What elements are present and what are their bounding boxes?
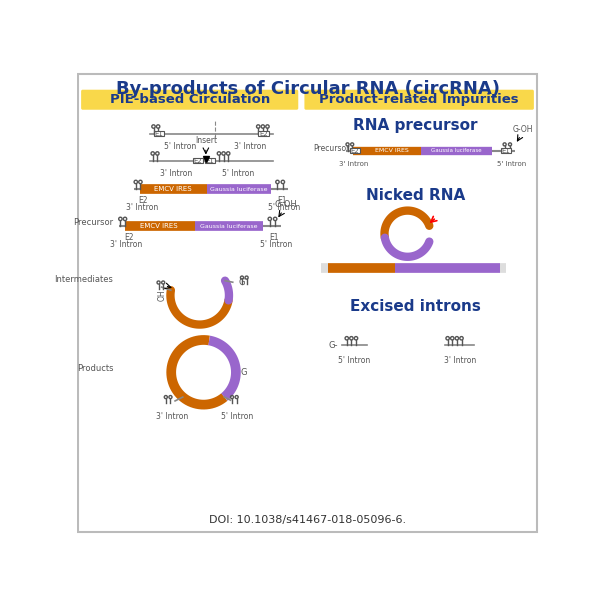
Text: Gaussia luciferase: Gaussia luciferase	[200, 223, 257, 229]
Text: 3' Intron: 3' Intron	[110, 240, 143, 249]
Text: G-OH: G-OH	[513, 125, 533, 134]
Text: G-: G-	[329, 341, 338, 350]
Text: 3' Intron: 3' Intron	[233, 142, 266, 151]
Text: 3' Intron: 3' Intron	[160, 169, 193, 178]
Text: G-OH: G-OH	[275, 200, 298, 209]
Text: E2: E2	[124, 233, 134, 242]
Text: 3' Intron: 3' Intron	[339, 161, 368, 167]
Text: 3' Intron: 3' Intron	[156, 412, 188, 421]
Text: By-products of Circular RNA (circRNA): By-products of Circular RNA (circRNA)	[115, 80, 499, 98]
Text: E1: E1	[269, 233, 279, 242]
Text: Intermediates: Intermediates	[55, 275, 113, 284]
Text: 5' Intron: 5' Intron	[164, 142, 197, 151]
Text: 5' Intron: 5' Intron	[222, 169, 254, 178]
Text: Gaussia luciferase: Gaussia luciferase	[431, 148, 481, 153]
FancyBboxPatch shape	[304, 90, 534, 110]
Text: Products: Products	[77, 364, 113, 373]
Text: Precursor: Precursor	[73, 218, 113, 227]
Text: E1: E1	[502, 148, 511, 154]
Text: Insert: Insert	[195, 136, 217, 145]
Text: 3' Intron: 3' Intron	[126, 203, 158, 212]
Text: Gaussia luciferase: Gaussia luciferase	[210, 187, 268, 191]
Text: DOI: 10.1038/s41467-018-05096-6.: DOI: 10.1038/s41467-018-05096-6.	[209, 515, 406, 525]
Text: Excised introns: Excised introns	[350, 299, 481, 314]
Text: E1: E1	[277, 196, 287, 205]
Text: 3' Intron: 3' Intron	[444, 356, 476, 365]
FancyBboxPatch shape	[78, 74, 537, 532]
Text: E2: E2	[259, 131, 268, 137]
Text: E1: E1	[205, 158, 214, 164]
Text: E1: E1	[154, 131, 163, 137]
Bar	[501, 148, 511, 153]
Text: EMCV IRES: EMCV IRES	[154, 186, 191, 192]
Text: EMCV IRES: EMCV IRES	[375, 148, 409, 153]
Text: 5' Intron: 5' Intron	[221, 412, 253, 421]
Bar	[350, 148, 360, 153]
Text: 5' Intron: 5' Intron	[497, 161, 526, 167]
Text: E2: E2	[351, 148, 359, 154]
FancyBboxPatch shape	[81, 90, 298, 110]
Text: E2: E2	[194, 158, 203, 164]
Text: Nicked RNA: Nicked RNA	[365, 188, 465, 203]
Text: G: G	[239, 278, 245, 287]
Text: EMCV IRES: EMCV IRES	[140, 223, 178, 229]
Text: 5' Intron: 5' Intron	[268, 203, 300, 212]
Text: Precursor: Precursor	[314, 144, 350, 153]
Text: Product-related Impurities: Product-related Impurities	[319, 93, 519, 106]
Bar	[193, 158, 203, 163]
Text: 5' Intron: 5' Intron	[338, 356, 371, 365]
Text: RNA precursor: RNA precursor	[353, 118, 478, 133]
Bar	[258, 131, 269, 136]
Bar	[154, 131, 164, 136]
Text: OH: OH	[158, 289, 167, 301]
Text: 5' Intron: 5' Intron	[260, 240, 292, 249]
Bar	[205, 158, 215, 163]
Text: G: G	[241, 368, 247, 377]
Text: E2: E2	[139, 196, 148, 205]
Text: PIE-based Circulation: PIE-based Circulation	[110, 93, 270, 106]
